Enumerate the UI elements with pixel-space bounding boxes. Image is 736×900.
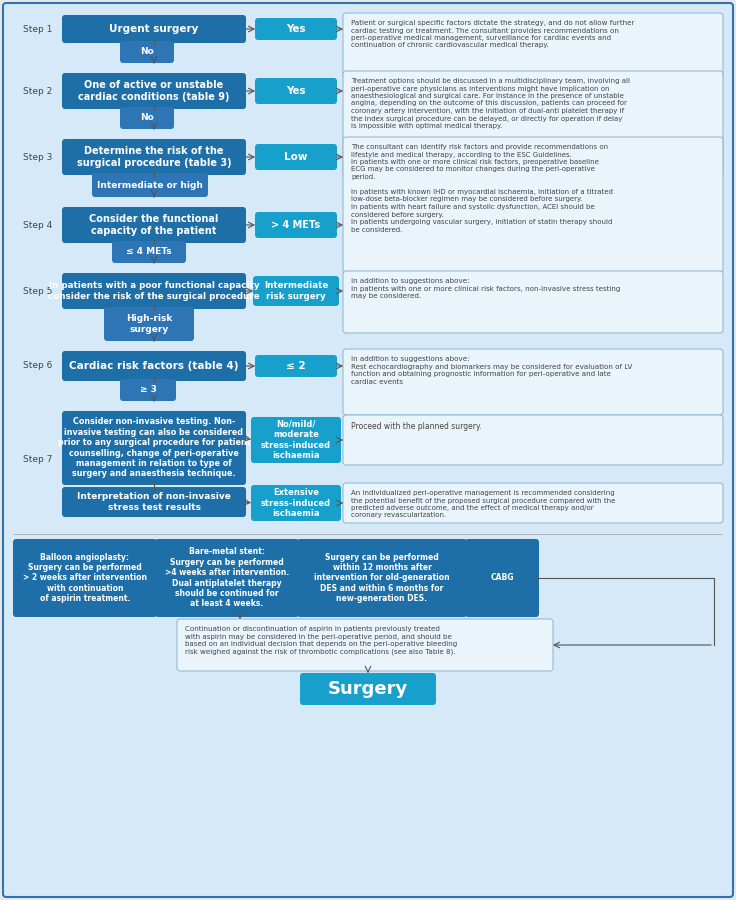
Text: Yes: Yes [286, 24, 306, 34]
FancyBboxPatch shape [62, 73, 246, 109]
Text: CABG: CABG [490, 573, 514, 582]
Text: Proceed with the planned surgery.: Proceed with the planned surgery. [351, 422, 482, 431]
Text: Interpretation of non-invasive
stress test results: Interpretation of non-invasive stress te… [77, 492, 231, 512]
FancyBboxPatch shape [343, 415, 723, 465]
FancyBboxPatch shape [120, 107, 174, 129]
FancyBboxPatch shape [62, 411, 246, 485]
Text: Bare-metal stent:
Surgery can be performed
>4 weeks after intervention.
Dual ant: Bare-metal stent: Surgery can be perform… [165, 547, 289, 608]
Text: The consultant can identify risk factors and provide recommendations on
lifestyl: The consultant can identify risk factors… [351, 144, 613, 232]
FancyBboxPatch shape [62, 487, 246, 517]
FancyBboxPatch shape [343, 137, 723, 273]
FancyBboxPatch shape [253, 276, 339, 306]
FancyBboxPatch shape [343, 13, 723, 79]
Text: ≥ 3: ≥ 3 [140, 385, 157, 394]
FancyBboxPatch shape [297, 539, 467, 617]
Text: Step 2: Step 2 [24, 86, 53, 95]
Text: Step 4: Step 4 [24, 220, 53, 230]
Text: In addition to suggestions above:
Rest echocardiography and biomarkers may be co: In addition to suggestions above: Rest e… [351, 356, 632, 384]
FancyBboxPatch shape [120, 41, 174, 63]
Text: An individualized peri-operative management is recommended considering
the poten: An individualized peri-operative managem… [351, 490, 615, 518]
Text: Step 5: Step 5 [24, 286, 53, 295]
Text: ≤ 2: ≤ 2 [286, 361, 306, 371]
FancyBboxPatch shape [155, 539, 299, 617]
FancyBboxPatch shape [13, 539, 157, 617]
FancyBboxPatch shape [343, 483, 723, 523]
Text: No: No [140, 48, 154, 57]
FancyBboxPatch shape [343, 349, 723, 415]
Text: Surgery: Surgery [328, 680, 408, 698]
Text: Consider the functional
capacity of the patient: Consider the functional capacity of the … [89, 214, 219, 236]
FancyBboxPatch shape [343, 71, 723, 177]
Text: Intermediate
risk surgery: Intermediate risk surgery [264, 282, 328, 301]
FancyBboxPatch shape [255, 355, 337, 377]
FancyBboxPatch shape [255, 18, 337, 40]
Text: In patients with a poor functional capacity
consider the risk of the surgical pr: In patients with a poor functional capac… [48, 282, 260, 301]
Text: Step 6: Step 6 [24, 362, 53, 371]
FancyBboxPatch shape [255, 144, 337, 170]
Text: Determine the risk of the
surgical procedure (table 3): Determine the risk of the surgical proce… [77, 146, 231, 167]
Text: > 4 METs: > 4 METs [272, 220, 321, 230]
FancyBboxPatch shape [343, 271, 723, 333]
Text: Step 7: Step 7 [24, 455, 53, 464]
Text: Patient or surgical specific factors dictate the strategy, and do not allow furt: Patient or surgical specific factors dic… [351, 20, 634, 49]
Text: Urgent surgery: Urgent surgery [110, 24, 199, 34]
Text: Surgery can be performed
within 12 months after
intervention for old-generation
: Surgery can be performed within 12 month… [314, 553, 450, 603]
Text: Step 1: Step 1 [24, 24, 53, 33]
Text: Low: Low [284, 152, 308, 162]
Text: Treatment options should be discussed in a multidisciplinary team, involving all: Treatment options should be discussed in… [351, 78, 630, 129]
Text: No/mild/
moderate
stress-induced
ischaemia: No/mild/ moderate stress-induced ischaem… [261, 420, 331, 460]
FancyBboxPatch shape [62, 15, 246, 43]
Text: Cardiac risk factors (table 4): Cardiac risk factors (table 4) [69, 361, 238, 371]
Text: Balloon angioplasty:
Surgery can be performed
> 2 weeks after intervention
with : Balloon angioplasty: Surgery can be perf… [23, 553, 147, 603]
Text: High-risk
surgery: High-risk surgery [126, 314, 172, 334]
FancyBboxPatch shape [62, 139, 246, 175]
FancyBboxPatch shape [62, 351, 246, 381]
FancyBboxPatch shape [255, 78, 337, 104]
FancyBboxPatch shape [255, 212, 337, 238]
FancyBboxPatch shape [92, 173, 208, 197]
Text: Consider non-invasive testing. Non-
invasive testing can also be considered
prio: Consider non-invasive testing. Non- inva… [57, 418, 250, 479]
FancyBboxPatch shape [104, 307, 194, 341]
Text: ≤ 4 METs: ≤ 4 METs [126, 248, 171, 256]
Text: In addition to suggestions above:
In patients with one or more clinical risk fac: In addition to suggestions above: In pat… [351, 278, 620, 299]
FancyBboxPatch shape [120, 379, 176, 401]
FancyBboxPatch shape [62, 207, 246, 243]
FancyBboxPatch shape [62, 273, 246, 309]
Text: No: No [140, 113, 154, 122]
FancyBboxPatch shape [251, 417, 341, 463]
Text: Yes: Yes [286, 86, 306, 96]
Text: Extensive
stress-induced
ischaemia: Extensive stress-induced ischaemia [261, 488, 331, 517]
FancyBboxPatch shape [251, 485, 341, 521]
Text: Step 3: Step 3 [24, 152, 53, 161]
Text: Intermediate or high: Intermediate or high [97, 181, 203, 190]
FancyBboxPatch shape [465, 539, 539, 617]
Text: One of active or unstable
cardiac conditions (table 9): One of active or unstable cardiac condit… [78, 80, 230, 102]
FancyBboxPatch shape [112, 241, 186, 263]
Text: Continuation or discontinuation of aspirin in patients previously treated
with a: Continuation or discontinuation of aspir… [185, 626, 457, 655]
FancyBboxPatch shape [177, 619, 553, 671]
FancyBboxPatch shape [3, 3, 733, 897]
FancyBboxPatch shape [300, 673, 436, 705]
